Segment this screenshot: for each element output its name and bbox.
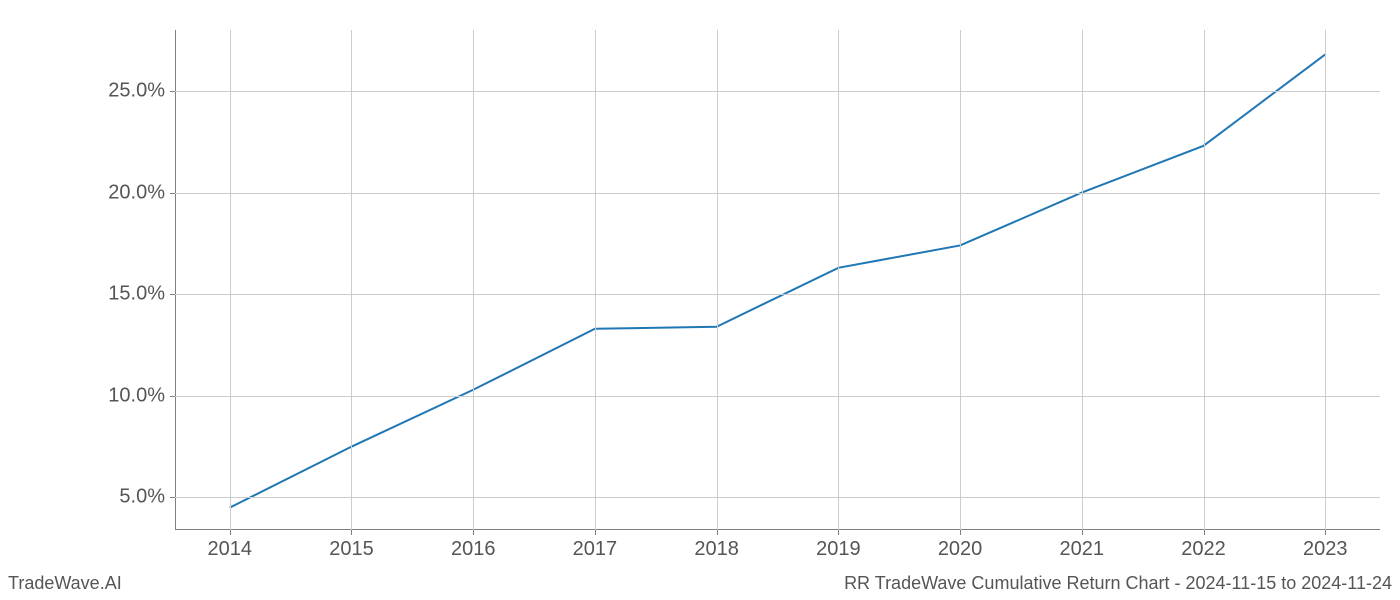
x-tick-label: 2014 [208, 538, 253, 561]
x-tick-mark [838, 530, 839, 535]
y-tick-label: 5.0% [100, 486, 165, 509]
grid-line-vertical [1325, 30, 1326, 530]
y-tick-mark [170, 193, 175, 194]
y-tick-label: 15.0% [100, 283, 165, 306]
grid-line-horizontal [175, 193, 1380, 194]
footer-brand: TradeWave.AI [8, 573, 122, 594]
grid-line-vertical [595, 30, 596, 530]
grid-line-horizontal [175, 497, 1380, 498]
grid-line-vertical [717, 30, 718, 530]
grid-line-horizontal [175, 396, 1380, 397]
x-tick-mark [595, 530, 596, 535]
x-tick-mark [960, 530, 961, 535]
y-tick-mark [170, 497, 175, 498]
grid-line-vertical [838, 30, 839, 530]
chart-container: TradeWave.AI RR TradeWave Cumulative Ret… [0, 0, 1400, 600]
grid-line-vertical [960, 30, 961, 530]
y-tick-label: 20.0% [100, 181, 165, 204]
grid-line-vertical [230, 30, 231, 530]
x-tick-label: 2021 [1060, 538, 1105, 561]
x-tick-label: 2017 [573, 538, 618, 561]
grid-line-horizontal [175, 91, 1380, 92]
x-tick-mark [230, 530, 231, 535]
y-tick-mark [170, 91, 175, 92]
return-line [230, 54, 1325, 507]
x-tick-mark [1082, 530, 1083, 535]
y-tick-label: 25.0% [100, 79, 165, 102]
x-tick-mark [1325, 530, 1326, 535]
x-tick-mark [473, 530, 474, 535]
x-tick-label: 2016 [451, 538, 496, 561]
x-tick-label: 2022 [1181, 538, 1226, 561]
line-series [175, 30, 1380, 530]
grid-line-vertical [351, 30, 352, 530]
y-tick-label: 10.0% [100, 384, 165, 407]
x-tick-label: 2020 [938, 538, 983, 561]
x-tick-mark [717, 530, 718, 535]
x-tick-label: 2023 [1303, 538, 1348, 561]
y-tick-mark [170, 396, 175, 397]
grid-line-vertical [473, 30, 474, 530]
x-tick-label: 2018 [694, 538, 739, 561]
x-tick-mark [351, 530, 352, 535]
y-tick-mark [170, 294, 175, 295]
x-tick-label: 2019 [816, 538, 861, 561]
grid-line-vertical [1082, 30, 1083, 530]
x-tick-label: 2015 [329, 538, 374, 561]
grid-line-horizontal [175, 294, 1380, 295]
grid-line-vertical [1204, 30, 1205, 530]
footer-caption: RR TradeWave Cumulative Return Chart - 2… [844, 573, 1392, 594]
plot-area [175, 30, 1380, 530]
x-tick-mark [1204, 530, 1205, 535]
